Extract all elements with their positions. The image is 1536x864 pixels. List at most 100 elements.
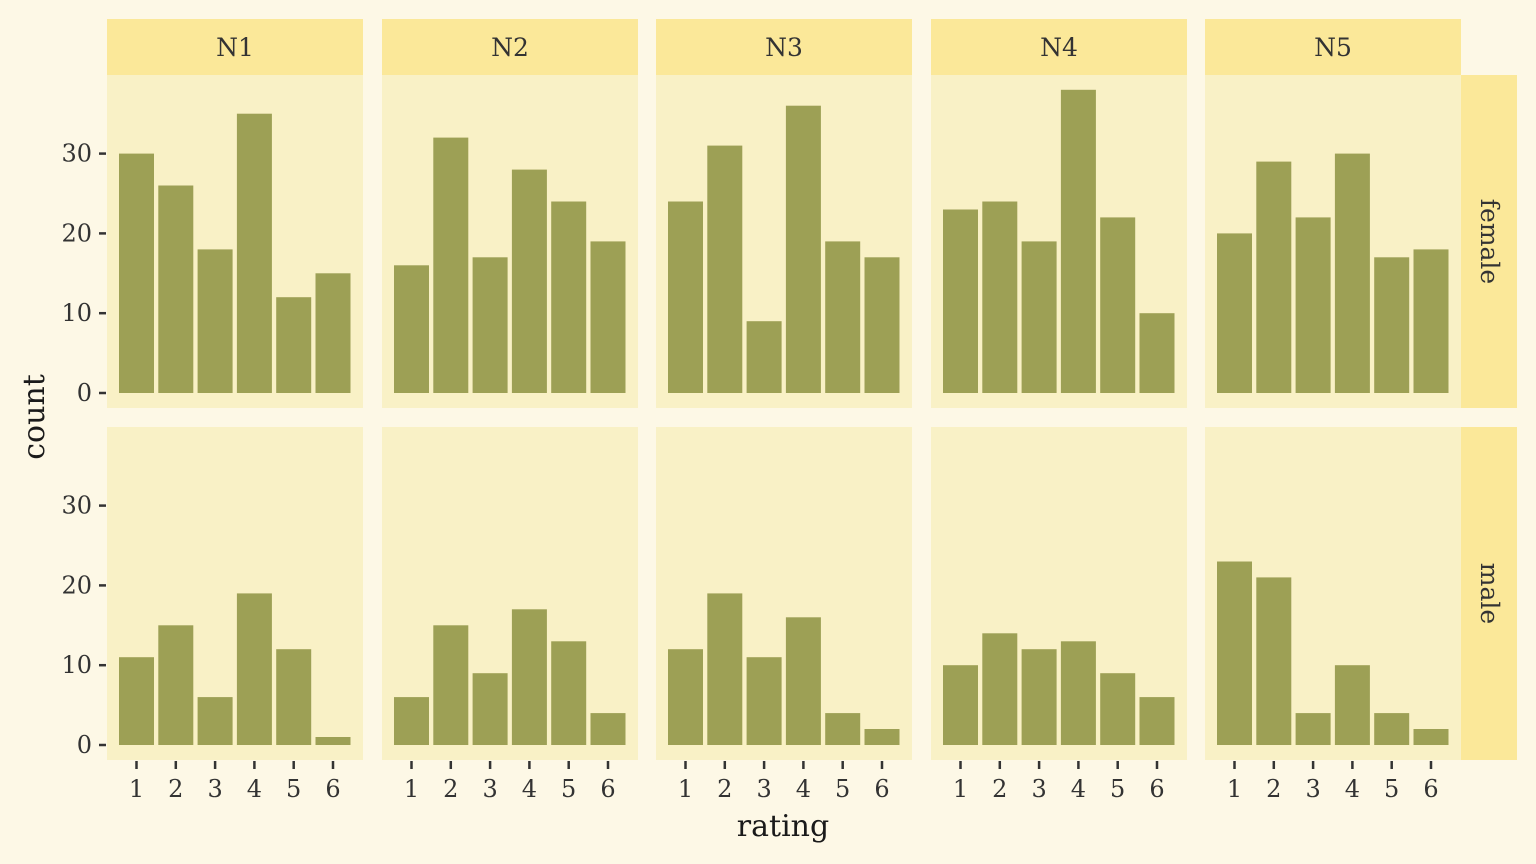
bar-female-n5-rating-3 [1295,217,1331,393]
x-tick-label-n2-3: 3 [482,775,497,803]
bar-female-n4-rating-2 [982,201,1018,393]
bar-female-n4-rating-4 [1060,89,1096,394]
x-tick-label-n4-3: 3 [1031,775,1046,803]
x-tick-label-n3-4: 4 [796,775,811,803]
bar-male-n2-rating-3 [472,673,508,745]
bar-male-n1-rating-1 [119,657,154,745]
x-tick-label-n4-1: 1 [953,775,968,803]
strip-n3 [656,19,912,75]
x-tick-label-n1-2: 2 [168,775,183,803]
bar-female-n1-rating-1 [119,153,154,393]
bar-male-n1-rating-3 [197,697,233,745]
bar-female-n5-rating-2 [1256,161,1292,393]
bar-female-n4-rating-3 [1021,241,1057,393]
bar-male-n3-rating-5 [825,713,861,745]
y-tick-label-male-30: 30 [61,492,92,520]
x-tick-label-n2-2: 2 [443,775,458,803]
x-tick-label-n5-3: 3 [1305,775,1320,803]
bar-female-n4-rating-1 [943,209,978,393]
x-tick-label-n3-2: 2 [717,775,732,803]
bar-female-n5-rating-5 [1374,257,1410,393]
bar-male-n5-rating-5 [1374,713,1410,745]
bar-male-n1-rating-5 [276,649,312,745]
bar-female-n1-rating-2 [158,185,194,393]
strip-label-n3: N3 [765,33,803,62]
strip-label-n4: N4 [1040,33,1078,62]
strip-label-female: female [1475,199,1504,284]
x-tick-label-n2-1: 1 [404,775,419,803]
x-tick-label-n4-5: 5 [1110,775,1125,803]
bar-male-n1-rating-6 [315,737,351,745]
strips-layer: N1 N2 N3 N4 N5 female male [107,19,1517,760]
bar-female-n4-rating-5 [1100,217,1136,393]
x-tick-label-n3-5: 5 [835,775,850,803]
x-tick-label-n2-6: 6 [600,775,615,803]
bar-female-n3-rating-1 [668,201,703,393]
y-tick-label-male-10: 10 [61,651,92,679]
bar-female-n3-rating-5 [825,241,861,393]
bar-male-n5-rating-6 [1413,729,1449,745]
bar-female-n2-rating-3 [472,257,508,393]
x-tick-label-n4-2: 2 [992,775,1007,803]
x-tick-label-n3-6: 6 [874,775,889,803]
y-tick-label-female-30: 30 [61,140,92,168]
x-tick-label-n4-6: 6 [1149,775,1164,803]
y-tick-label-female-20: 20 [61,219,92,247]
bar-female-n1-rating-6 [315,273,351,393]
bar-male-n4-rating-2 [982,633,1018,745]
x-tick-label-n4-4: 4 [1071,775,1086,803]
strip-label-n1: N1 [216,33,254,62]
x-tick-label-n5-2: 2 [1266,775,1281,803]
bar-female-n1-rating-3 [197,249,233,393]
x-tick-label-n3-3: 3 [756,775,771,803]
bar-male-n4-rating-3 [1021,649,1057,745]
strip-female [1461,75,1517,408]
strip-n4 [931,19,1187,75]
strip-n2 [382,19,638,75]
strip-label-male: male [1475,563,1504,624]
strip-label-n5: N5 [1314,33,1352,62]
strip-n5 [1205,19,1461,75]
x-tick-label-n5-4: 4 [1345,775,1360,803]
x-tick-label-n1-6: 6 [325,775,340,803]
x-axis-title: rating [737,809,829,844]
bar-female-n4-rating-6 [1139,313,1175,393]
bars-layer [119,89,1449,745]
bar-male-n3-rating-4 [785,617,821,745]
bar-female-n1-rating-5 [276,297,312,393]
strip-male [1461,427,1517,760]
bar-male-n3-rating-6 [864,729,900,745]
bar-female-n3-rating-3 [746,321,782,393]
bar-male-n5-rating-1 [1217,561,1252,745]
x-tick-label-n1-5: 5 [286,775,301,803]
y-axis-title: count [17,374,52,460]
bar-male-n1-rating-2 [158,625,194,745]
x-tick-label-n1-3: 3 [207,775,222,803]
bar-female-n5-rating-6 [1413,249,1449,393]
x-tick-label-n5-5: 5 [1384,775,1399,803]
bar-male-n4-rating-4 [1060,641,1096,745]
bar-male-n2-rating-1 [394,697,429,745]
x-tick-label-n3-1: 1 [678,775,693,803]
bar-male-n5-rating-2 [1256,577,1292,745]
bar-male-n3-rating-3 [746,657,782,745]
bar-male-n4-rating-6 [1139,697,1175,745]
bar-male-n2-rating-4 [511,609,547,745]
bar-female-n2-rating-6 [590,241,626,393]
bar-female-n3-rating-4 [785,105,821,393]
bar-female-n2-rating-5 [551,201,587,393]
x-tick-label-n5-1: 1 [1227,775,1242,803]
bar-male-n2-rating-6 [590,713,626,745]
bar-female-n5-rating-1 [1217,233,1252,393]
x-tick-label-n2-5: 5 [561,775,576,803]
bar-male-n5-rating-4 [1334,665,1370,745]
bar-male-n2-rating-5 [551,641,587,745]
bar-female-n2-rating-2 [433,137,469,393]
bar-male-n3-rating-1 [668,649,703,745]
bar-female-n1-rating-4 [236,113,272,393]
y-tick-label-female-0: 0 [77,379,92,407]
bar-female-n2-rating-1 [394,265,429,393]
bar-male-n5-rating-3 [1295,713,1331,745]
